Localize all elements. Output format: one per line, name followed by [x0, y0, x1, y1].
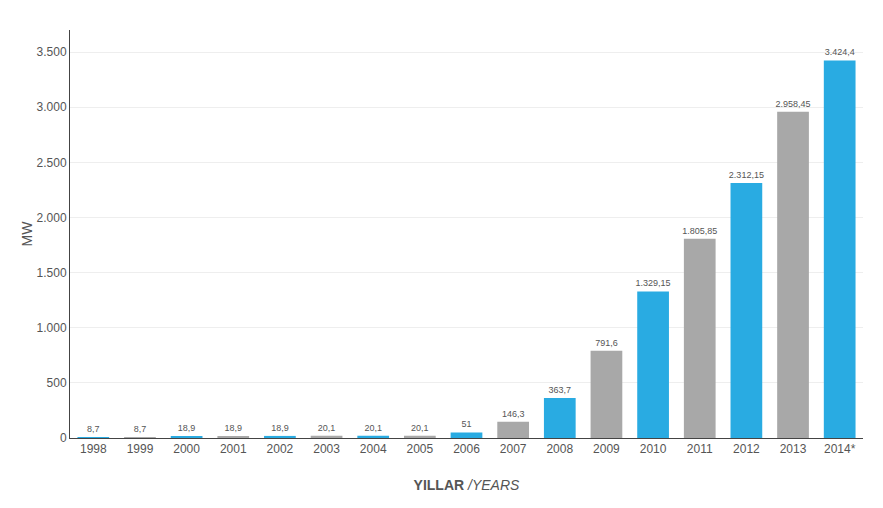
svg-text:2005: 2005 [406, 442, 433, 456]
svg-text:2.958,45: 2.958,45 [776, 99, 811, 109]
svg-text:2001: 2001 [220, 442, 247, 456]
svg-text:2006: 2006 [453, 442, 480, 456]
svg-text:2009: 2009 [593, 442, 620, 456]
svg-text:1.000: 1.000 [37, 321, 67, 335]
svg-text:500: 500 [47, 376, 67, 390]
svg-text:20,1: 20,1 [318, 423, 336, 433]
svg-text:2004: 2004 [360, 442, 387, 456]
svg-text:1998: 1998 [80, 442, 107, 456]
svg-text:18,9: 18,9 [271, 423, 289, 433]
svg-text:791,6: 791,6 [595, 338, 618, 348]
svg-text:2.500: 2.500 [37, 156, 67, 170]
svg-text:1.805,85: 1.805,85 [682, 226, 717, 236]
svg-text:2008: 2008 [546, 442, 573, 456]
svg-text:2014*: 2014* [824, 442, 856, 456]
svg-text:YILLAR /YEARS: YILLAR /YEARS [414, 477, 520, 493]
svg-text:2000: 2000 [173, 442, 200, 456]
svg-text:2002: 2002 [267, 442, 294, 456]
svg-text:MW: MW [19, 221, 35, 247]
svg-text:2007: 2007 [500, 442, 527, 456]
svg-text:1.500: 1.500 [37, 266, 67, 280]
svg-text:2013: 2013 [780, 442, 807, 456]
svg-text:1999: 1999 [127, 442, 154, 456]
svg-text:51: 51 [461, 419, 471, 429]
svg-text:2.312,15: 2.312,15 [729, 170, 764, 180]
svg-text:8,7: 8,7 [134, 424, 147, 434]
svg-text:18,9: 18,9 [178, 423, 196, 433]
svg-text:3.500: 3.500 [37, 45, 67, 59]
svg-text:3.424,4: 3.424,4 [825, 47, 855, 57]
svg-text:8,7: 8,7 [87, 424, 100, 434]
svg-text:363,7: 363,7 [549, 385, 572, 395]
svg-text:2012: 2012 [733, 442, 760, 456]
svg-text:20,1: 20,1 [411, 423, 429, 433]
svg-text:2010: 2010 [640, 442, 667, 456]
svg-text:18,9: 18,9 [224, 423, 242, 433]
svg-text:3.000: 3.000 [37, 100, 67, 114]
svg-text:20,1: 20,1 [364, 423, 382, 433]
svg-text:1.329,15: 1.329,15 [636, 278, 671, 288]
svg-text:2.000: 2.000 [37, 211, 67, 225]
svg-text:2003: 2003 [313, 442, 340, 456]
svg-text:0: 0 [60, 431, 67, 445]
svg-text:146,3: 146,3 [502, 409, 525, 419]
svg-text:2011: 2011 [687, 442, 713, 456]
